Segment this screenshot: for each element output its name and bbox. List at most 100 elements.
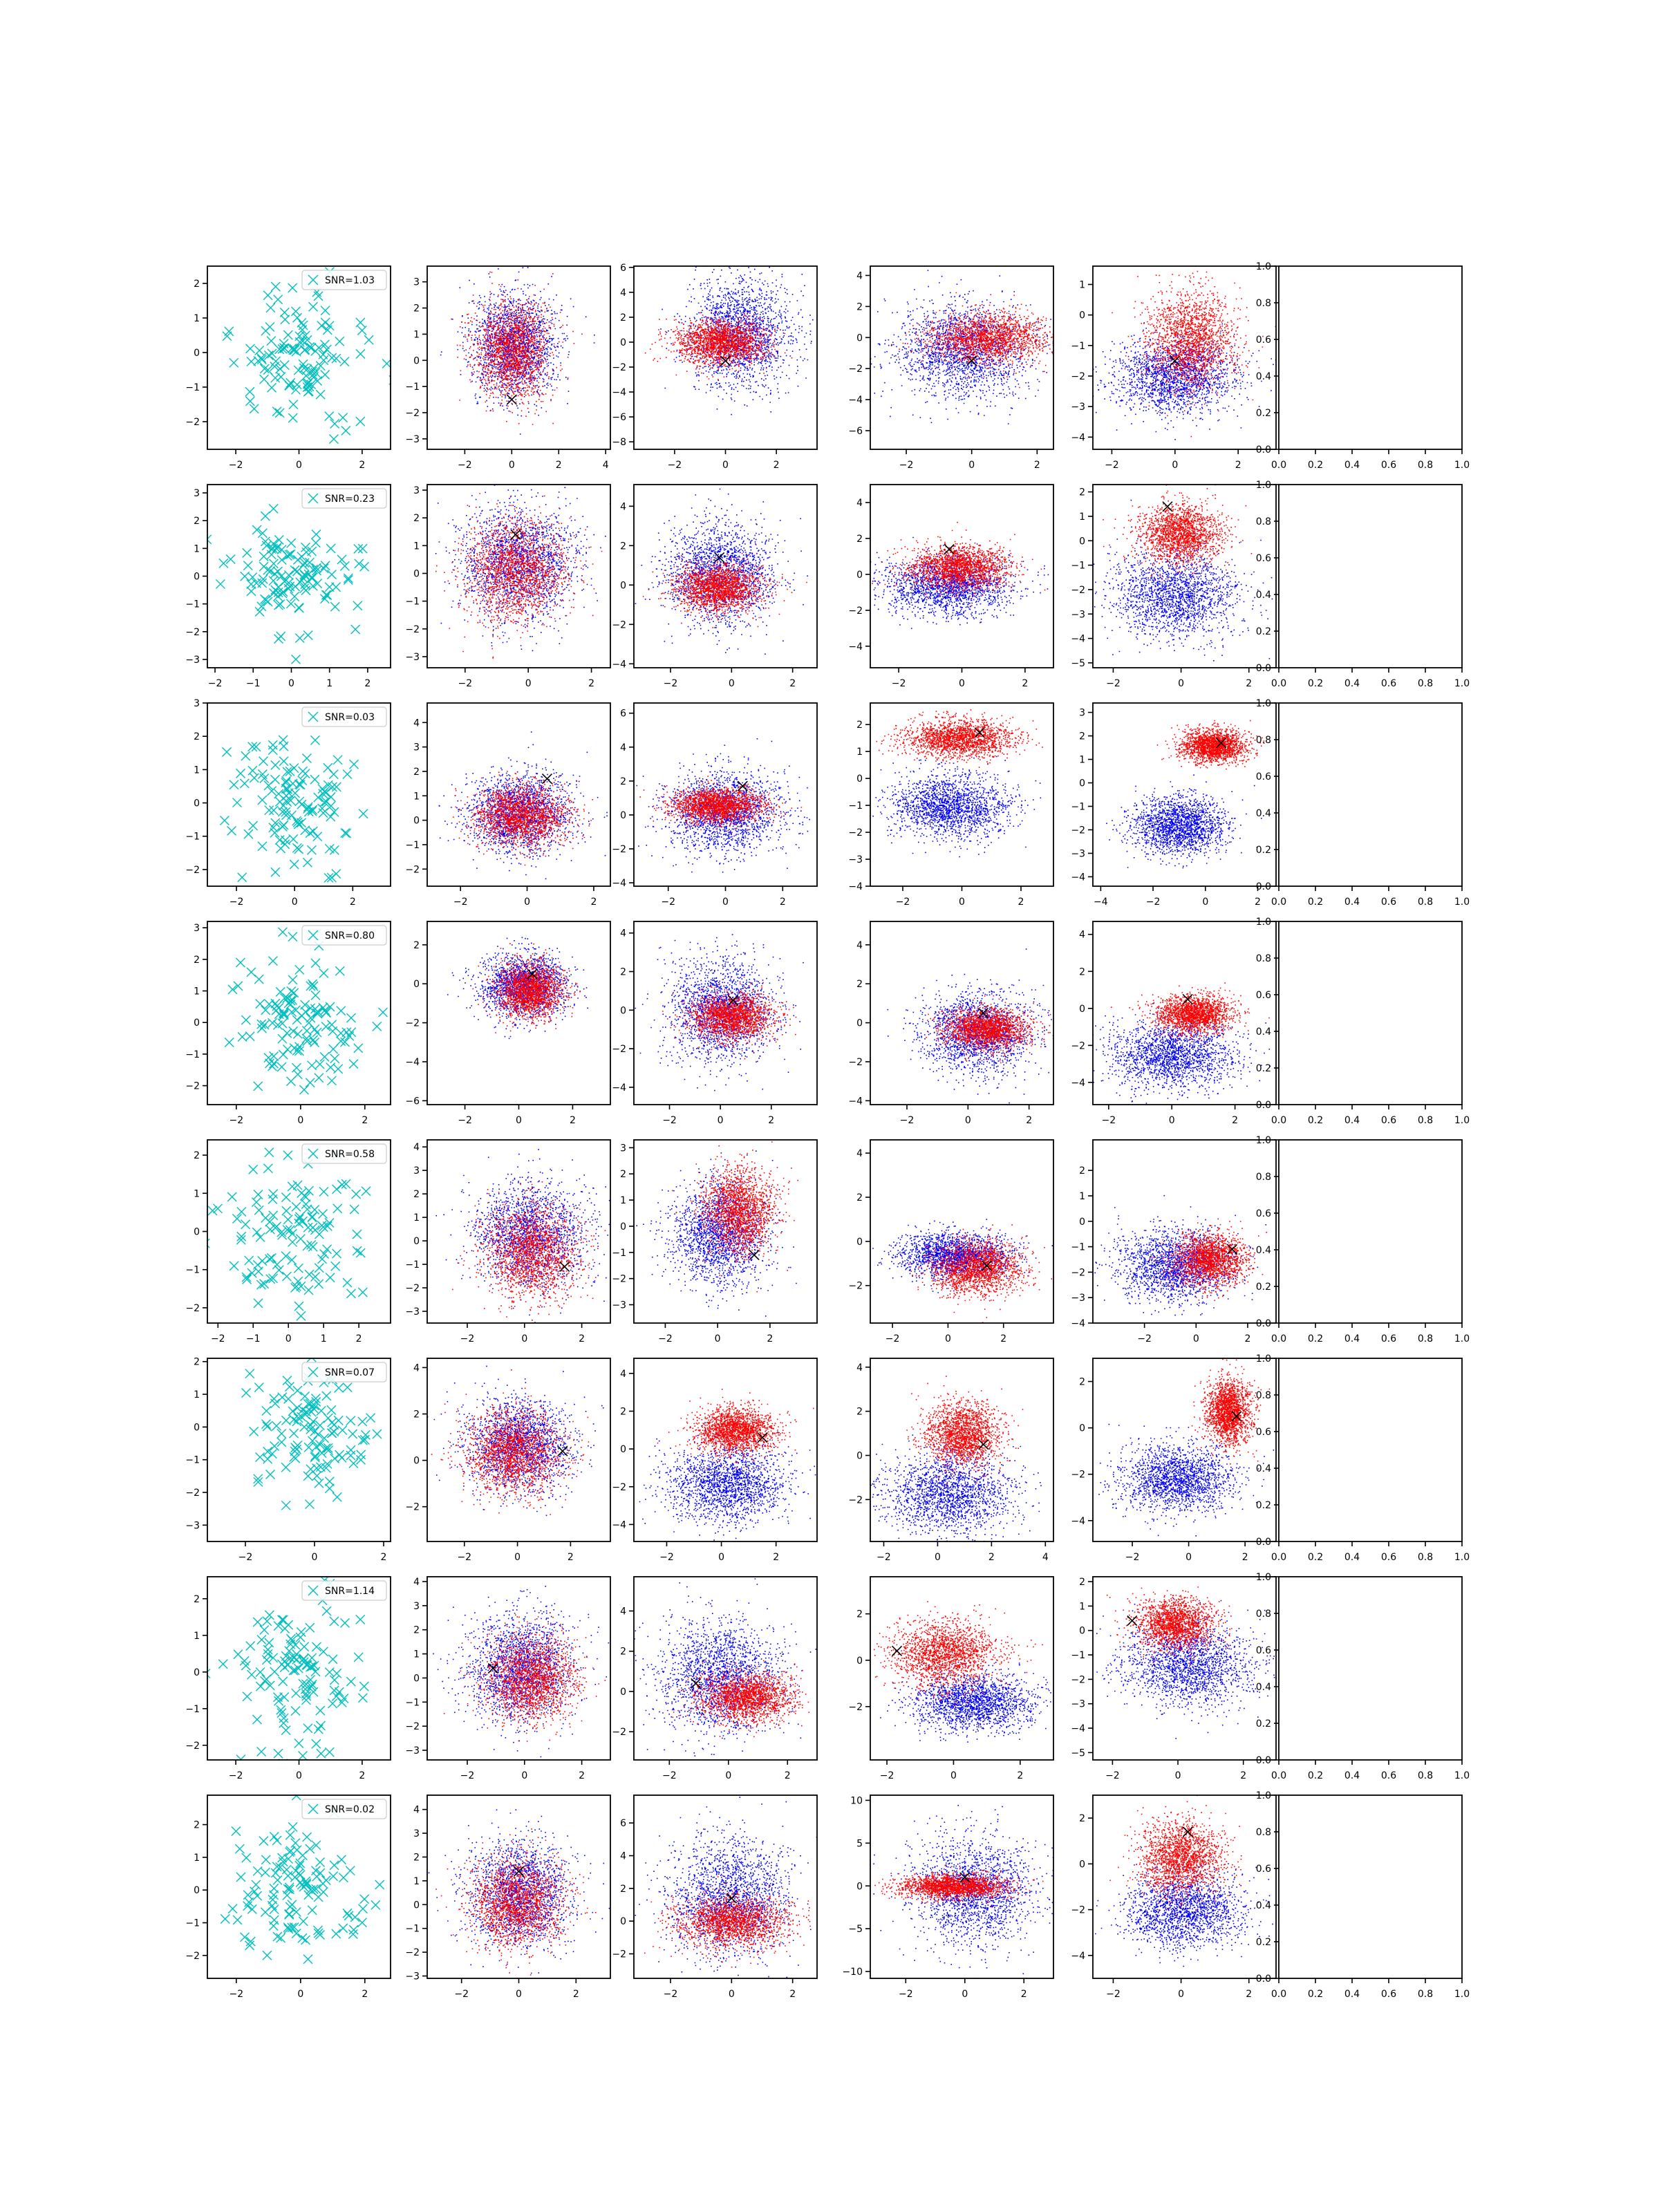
cyan-x-marker	[343, 1909, 352, 1918]
panel-r7-c5-ytick-label: 0	[1079, 1626, 1085, 1637]
cyan-x-marker	[263, 291, 272, 300]
axes-frame	[1279, 266, 1462, 449]
cyan-x-marker	[348, 1430, 357, 1438]
panel-r2-c6-xtick-label: 0.8	[1418, 678, 1433, 689]
panel-r3-c1-ytick-label: −1	[185, 832, 200, 843]
axes-frame	[1093, 1358, 1276, 1541]
cyan-x-marker	[289, 834, 298, 843]
cyan-x-marker	[293, 1029, 302, 1038]
panel-r7-c3-ytick-label: 2	[620, 1647, 626, 1658]
panel-r8-c3-ytick-label: 0	[620, 1916, 626, 1927]
cyan-x-marker	[242, 1389, 251, 1398]
panel-r2-c5-ytick-label: −5	[1071, 658, 1085, 669]
panel-r2-c6-ytick-label: 0.2	[1256, 626, 1271, 637]
panel-r6-c1-ytick-label: 1	[194, 1389, 200, 1400]
panel-r8-c3-ytick-label: 6	[620, 1818, 626, 1829]
cyan-x-marker	[250, 774, 259, 782]
panel-r7-c2-ytick-label: 2	[413, 1625, 420, 1636]
panel-r5-c4-xtick-label: −2	[885, 1333, 900, 1344]
panel-r2-c4-xtick-label: 2	[1022, 678, 1028, 689]
blue-point-cloud	[843, 1425, 1042, 1570]
cyan-x-marker	[332, 1185, 341, 1194]
cyan-x-marker	[238, 873, 247, 882]
panel-r2-c5-ytick-label: 0	[1079, 536, 1085, 547]
panel-r7-c1-xtick-label: −2	[229, 1770, 243, 1781]
panel-r5-c3-ytick-label: −1	[612, 1248, 626, 1259]
panel-r8-c2-xtick-label: 0	[516, 1989, 522, 2000]
panel-r6-c2-xtick-label: −2	[457, 1552, 471, 1563]
panel-r3-c5-xtick-label: 0	[1202, 897, 1208, 908]
panel-r3-c1-xtick-label: 2	[350, 897, 356, 908]
panel-r6-c4-ytick-label: 2	[856, 1407, 863, 1418]
cyan-x-marker	[216, 579, 225, 588]
axes-frame	[427, 1140, 610, 1323]
panel-r6-c6-xtick-label: 0.0	[1271, 1552, 1286, 1563]
panel-r3-c6-xtick-label: 0.8	[1418, 897, 1433, 908]
cyan-x-marker	[253, 1891, 262, 1900]
panel-r3-c2-ytick-label: −1	[405, 840, 420, 851]
cyan-x-marker	[321, 1760, 330, 1769]
panel-r3-c1-xtick-label: −2	[229, 897, 244, 908]
panel-r1-c5-xtick-label: −2	[1105, 460, 1119, 471]
cyan-x-marker	[265, 1638, 274, 1647]
panel-r5-c1-ytick-label: −1	[185, 1265, 200, 1276]
cyan-x-marker	[241, 1220, 250, 1229]
panel-r3-c5-ytick-label: 2	[1079, 731, 1085, 742]
panel-r1-c1-ytick-label: −2	[185, 417, 200, 428]
cyan-x-marker	[227, 1192, 236, 1201]
panel-r4-c6-xtick-label: 0.4	[1344, 1115, 1360, 1126]
cyan-x-marker	[272, 407, 281, 416]
cyan-x-marker	[225, 1038, 234, 1047]
panel-r6-c5: −2 0 2−4−202	[1071, 1343, 1276, 1563]
cyan-x-marker	[325, 1747, 334, 1756]
cyan-x-marker	[300, 346, 309, 355]
cyan-points	[187, 504, 369, 664]
panel-r5-c1-ytick-label: −2	[185, 1303, 200, 1314]
cyan-x-marker	[302, 754, 311, 763]
panel-r5-c2-xtick-label: −2	[460, 1333, 475, 1344]
cyan-x-marker	[243, 1692, 252, 1701]
black-x-marker	[944, 545, 954, 554]
cyan-x-marker	[352, 1190, 361, 1199]
cyan-x-marker	[250, 1427, 259, 1436]
panel-r3-c2-ytick-label: 2	[413, 767, 420, 778]
panel-r2-c1-xtick-label: −1	[246, 678, 261, 689]
panel-r8-c5-ytick-label: −4	[1071, 1951, 1085, 1962]
cyan-x-marker	[288, 413, 297, 422]
cyan-x-marker	[311, 1452, 320, 1461]
cyan-x-marker	[289, 400, 298, 409]
cyan-x-marker	[263, 1164, 272, 1173]
cyan-x-marker	[279, 588, 288, 597]
cyan-x-marker	[218, 1660, 227, 1669]
panel-r8-c6-xtick-label: 1.0	[1454, 1989, 1470, 2000]
cyan-x-marker	[373, 1430, 382, 1438]
panel-r5-c6-xtick-label: 0.8	[1418, 1333, 1433, 1344]
cyan-x-marker	[333, 756, 342, 765]
panel-r7-c2-ytick-label: −1	[405, 1697, 420, 1708]
panel-r6-c3-ytick-label: −2	[612, 1482, 626, 1493]
cyan-x-marker	[319, 1188, 328, 1197]
panel-r8-c6-xtick-label: 0.0	[1271, 1989, 1286, 2000]
panel-r8-c2-ytick-label: −1	[405, 1924, 420, 1935]
cyan-x-marker	[227, 826, 236, 835]
cyan-x-marker	[263, 1447, 272, 1456]
cyan-x-marker	[284, 1924, 293, 1933]
cyan-x-marker	[371, 1900, 380, 1909]
panel-r6-c5-xtick-label: 2	[1242, 1552, 1248, 1563]
red-point-cloud	[854, 702, 1055, 768]
cyan-x-marker	[301, 1936, 310, 1944]
panel-r5-c5-ytick-label: 2	[1079, 1165, 1085, 1177]
cyan-x-marker	[281, 1463, 290, 1472]
axes-frame	[1279, 703, 1462, 886]
cyan-x-marker	[229, 1262, 238, 1271]
panel-r2-c5-xtick-label: 0	[1178, 678, 1184, 689]
cyan-x-marker	[316, 1858, 325, 1867]
cyan-x-marker	[339, 1924, 348, 1933]
